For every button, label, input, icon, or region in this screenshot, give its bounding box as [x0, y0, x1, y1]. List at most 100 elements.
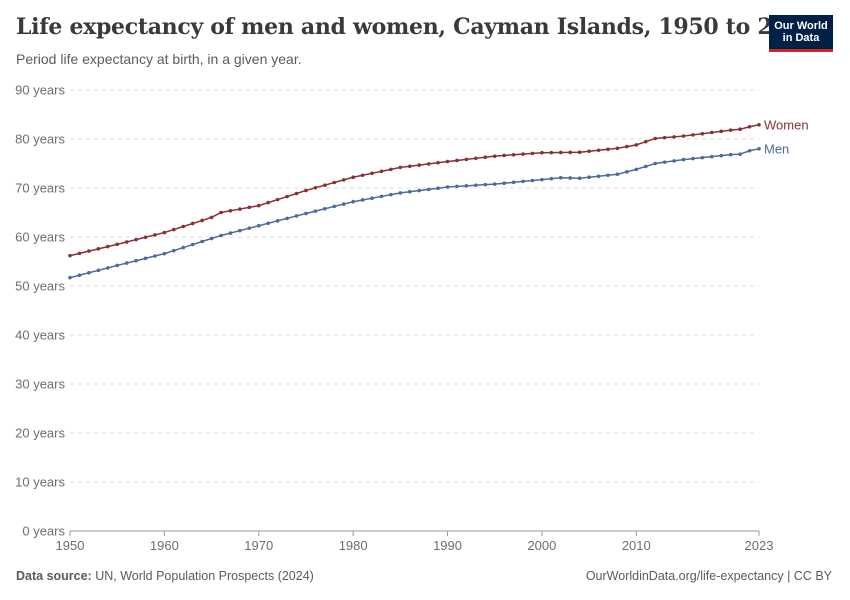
data-point[interactable] [332, 204, 337, 209]
data-point[interactable] [162, 251, 167, 256]
data-point[interactable] [351, 199, 355, 204]
data-point[interactable] [577, 176, 582, 180]
data-point[interactable] [662, 135, 667, 140]
data-point[interactable] [209, 215, 214, 220]
data-point[interactable] [492, 182, 497, 186]
data-point[interactable] [606, 173, 610, 178]
data-point[interactable] [407, 164, 412, 169]
data-point[interactable] [105, 266, 110, 270]
data-point[interactable] [238, 207, 242, 211]
data-point[interactable] [530, 151, 535, 156]
data-point[interactable] [540, 150, 544, 155]
data-point[interactable] [313, 209, 318, 213]
data-point[interactable] [105, 244, 110, 249]
data-point[interactable] [511, 152, 516, 157]
data-point[interactable] [521, 152, 525, 156]
data-point[interactable] [596, 174, 601, 179]
data-point[interactable] [417, 188, 422, 193]
data-point[interactable] [341, 178, 346, 182]
data-point[interactable] [153, 233, 157, 237]
data-point[interactable] [360, 198, 365, 202]
data-point[interactable] [558, 175, 563, 180]
data-point[interactable] [417, 163, 422, 167]
data-point[interactable] [625, 144, 629, 149]
data-point[interactable] [323, 206, 327, 211]
data-point[interactable] [700, 131, 705, 136]
data-point[interactable] [228, 208, 233, 213]
data-point[interactable] [219, 233, 223, 238]
data-point[interactable] [625, 170, 629, 174]
data-point[interactable] [558, 150, 563, 155]
data-point[interactable] [455, 158, 459, 163]
data-point[interactable] [351, 175, 355, 180]
data-point[interactable] [587, 175, 591, 180]
series-label-women[interactable]: Women [764, 117, 809, 132]
data-point[interactable] [266, 221, 271, 226]
series-line-men[interactable] [69, 148, 760, 279]
data-point[interactable] [643, 139, 648, 144]
data-point[interactable] [209, 236, 214, 241]
data-point[interactable] [643, 164, 648, 169]
data-point[interactable] [87, 270, 91, 275]
data-point[interactable] [738, 127, 742, 131]
data-point[interactable] [398, 165, 403, 170]
data-point[interactable] [68, 275, 72, 280]
data-point[interactable] [181, 224, 186, 229]
series-label-men[interactable]: Men [764, 141, 789, 156]
data-point[interactable] [294, 214, 299, 218]
data-point[interactable] [134, 258, 138, 263]
data-point[interactable] [691, 156, 695, 161]
data-point[interactable] [719, 153, 724, 158]
data-point[interactable] [285, 216, 289, 221]
data-point[interactable] [266, 200, 271, 205]
data-point[interactable] [530, 178, 535, 183]
data-point[interactable] [143, 235, 148, 240]
data-point[interactable] [549, 150, 554, 155]
data-point[interactable] [445, 185, 450, 189]
data-point[interactable] [577, 150, 582, 155]
data-point[interactable] [662, 160, 667, 164]
data-point[interactable] [719, 129, 724, 134]
data-point[interactable] [379, 194, 384, 199]
data-point[interactable] [606, 147, 610, 152]
data-point[interactable] [634, 167, 639, 172]
data-point[interactable] [96, 268, 101, 273]
data-point[interactable] [389, 167, 393, 172]
data-point[interactable] [474, 156, 478, 161]
data-point[interactable] [304, 188, 308, 193]
data-point[interactable] [728, 128, 733, 132]
source-link[interactable]: OurWorldinData.org/life-expectancy | CC … [585, 569, 832, 583]
data-point[interactable] [172, 227, 176, 232]
owid-logo[interactable]: Our World in Data [769, 15, 833, 52]
data-point[interactable] [672, 135, 676, 139]
data-point[interactable] [483, 182, 488, 187]
data-point[interactable] [455, 184, 459, 189]
data-point[interactable] [540, 177, 544, 182]
data-point[interactable] [134, 237, 138, 242]
data-point[interactable] [228, 231, 233, 235]
data-point[interactable] [757, 122, 761, 127]
data-point[interactable] [294, 191, 299, 196]
data-point[interactable] [398, 191, 403, 195]
data-point[interactable] [426, 187, 431, 192]
data-point[interactable] [190, 242, 195, 247]
data-point[interactable] [389, 192, 393, 197]
data-point[interactable] [681, 157, 686, 162]
data-point[interactable] [181, 245, 186, 250]
data-point[interactable] [464, 184, 469, 188]
data-point[interactable] [68, 253, 72, 258]
data-point[interactable] [332, 180, 337, 185]
data-point[interactable] [464, 157, 469, 162]
data-point[interactable] [653, 161, 657, 166]
data-point[interactable] [728, 152, 733, 157]
data-point[interactable] [341, 202, 346, 206]
data-point[interactable] [672, 159, 676, 163]
data-point[interactable] [256, 223, 261, 228]
data-point[interactable] [587, 149, 591, 154]
data-point[interactable] [190, 221, 195, 226]
data-point[interactable] [436, 186, 440, 190]
data-point[interactable] [247, 205, 252, 210]
data-point[interactable] [275, 219, 280, 223]
data-point[interactable] [502, 153, 506, 158]
data-point[interactable] [172, 248, 176, 253]
